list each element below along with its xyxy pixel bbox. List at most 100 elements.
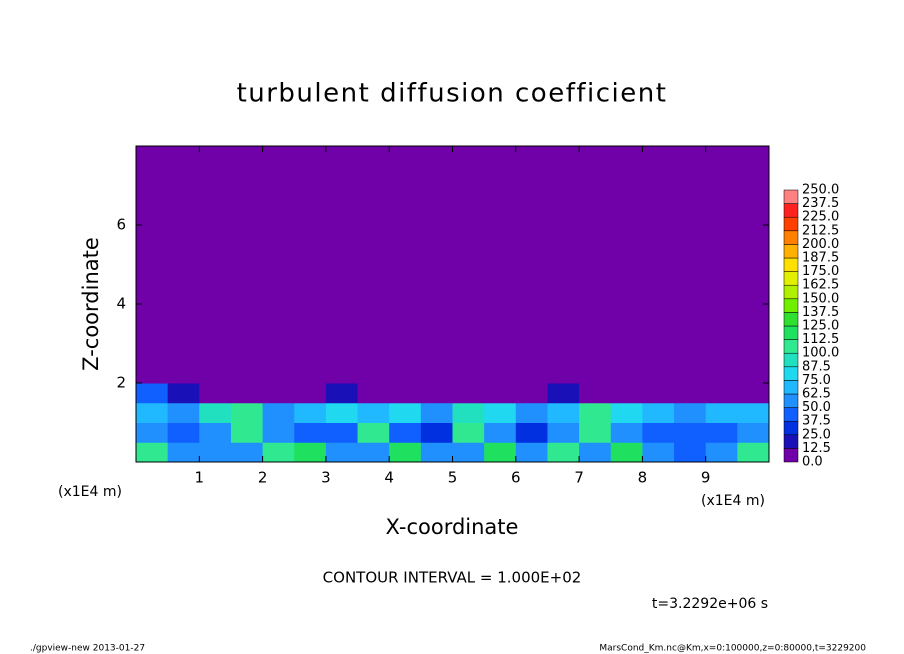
field-cell: [199, 284, 232, 305]
colorbar-band: [783, 393, 799, 408]
field-cell: [262, 343, 295, 364]
field-cell: [294, 225, 327, 246]
field-cell: [610, 363, 643, 384]
field-cell: [167, 323, 200, 344]
field-cell: [610, 146, 643, 167]
x-tick-label: 3: [321, 469, 331, 487]
field-cell: [705, 185, 738, 206]
field-cell: [357, 383, 390, 404]
field-cell: [136, 383, 169, 404]
field-cell: [484, 205, 517, 226]
field-cell: [642, 422, 675, 443]
field-cell: [642, 363, 675, 384]
field-cell: [167, 146, 200, 167]
colorbar-band: [783, 257, 799, 272]
field-cell: [674, 343, 707, 364]
field-cell: [357, 185, 390, 206]
field-cell: [452, 402, 485, 423]
field-cell: [420, 363, 453, 384]
field-cell: [547, 205, 580, 226]
field-cell: [484, 422, 517, 443]
field-cell: [357, 323, 390, 344]
field-cell: [674, 422, 707, 443]
time-label: t=3.2292e+06 s: [652, 596, 768, 612]
field-cell: [199, 323, 232, 344]
field-cell: [642, 205, 675, 226]
field-cell: [547, 323, 580, 344]
field-cell: [515, 323, 548, 344]
field-cell: [515, 165, 548, 186]
field-cell: [262, 422, 295, 443]
field-cell: [262, 323, 295, 344]
colorbar-band: [783, 216, 799, 232]
field-cell: [294, 402, 327, 423]
field-cell: [389, 225, 422, 246]
field-cell: [674, 383, 707, 404]
field-cell: [737, 383, 770, 404]
colorbar-label: 225.0: [802, 210, 839, 225]
field-cell: [642, 165, 675, 186]
colorbar-label: 125.0: [802, 319, 839, 334]
field-cell: [199, 264, 232, 285]
field-cell: [136, 363, 169, 384]
field-cell: [294, 343, 327, 364]
field-cell: [515, 205, 548, 226]
field-cell: [420, 323, 453, 344]
field-cell: [737, 284, 770, 305]
field-cell: [136, 402, 169, 423]
field-cell: [325, 225, 359, 246]
field-cell: [705, 284, 738, 305]
field-cell: [737, 442, 770, 463]
colorbar-band: [783, 284, 799, 300]
field-cell: [167, 343, 200, 364]
field-cell: [515, 264, 548, 285]
field-cell: [642, 284, 675, 305]
field-cell: [136, 323, 169, 344]
field-cell: [199, 205, 232, 226]
field-cell: [515, 363, 548, 384]
colorbar-band: [783, 352, 799, 368]
field-cell: [199, 422, 232, 443]
field-cell: [705, 165, 738, 186]
field-cell: [737, 422, 770, 443]
field-cell: [452, 205, 485, 226]
field-cell: [547, 304, 580, 325]
field-cell: [389, 205, 422, 226]
field-cell: [610, 422, 643, 443]
field-cell: [199, 146, 232, 167]
field-cell: [262, 146, 295, 167]
field-cell: [452, 442, 485, 463]
field-cell: [642, 244, 675, 265]
field-cell: [547, 343, 580, 364]
colorbar-band: [783, 298, 799, 313]
field-cell: [230, 323, 264, 344]
field-cell: [674, 363, 707, 384]
field-cell: [610, 383, 643, 404]
field-cell: [642, 146, 675, 167]
field-cell: [737, 225, 770, 246]
x-tick-label: 9: [701, 469, 711, 487]
field-cell: [705, 244, 738, 265]
field-cell: [389, 165, 422, 186]
field-cell: [452, 304, 485, 325]
field-cell: [452, 146, 485, 167]
field-cell: [610, 264, 643, 285]
field-cell: [484, 225, 517, 246]
field-cell: [737, 185, 770, 206]
field-cell: [389, 264, 422, 285]
field-cell: [705, 442, 738, 463]
field-cell: [579, 165, 612, 186]
field-cell: [325, 363, 359, 384]
field-cell: [262, 383, 295, 404]
field-cell: [357, 205, 390, 226]
field-cell: [547, 284, 580, 305]
field-cell: [389, 442, 422, 463]
y-unit: (x1E4 m): [58, 484, 122, 500]
field-cell: [262, 284, 295, 305]
field-cell: [199, 304, 232, 325]
field-cell: [547, 225, 580, 246]
field-cell: [389, 244, 422, 265]
field-cell: [705, 205, 738, 226]
field-cell: [294, 244, 327, 265]
field-cell: [199, 343, 232, 364]
